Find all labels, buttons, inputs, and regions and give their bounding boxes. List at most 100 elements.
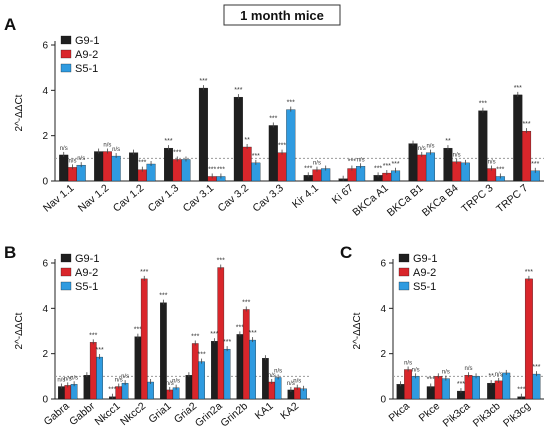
significance-label: ***	[236, 324, 244, 331]
significance-label: ***	[191, 333, 199, 340]
significance-label: n/s	[464, 366, 472, 372]
x-tick-label: Cav 3.2	[216, 182, 252, 215]
significance-label: ***	[532, 364, 540, 371]
bar	[478, 110, 488, 182]
significance-label: ***	[199, 78, 207, 85]
y-tick-label: 0	[42, 177, 48, 188]
y-tick-label: 6	[380, 259, 386, 270]
significance-label: **	[488, 373, 494, 380]
significance-label: ***	[198, 352, 206, 359]
bar	[472, 376, 480, 400]
bar	[242, 146, 252, 182]
significance-label: ***	[249, 330, 257, 337]
significance-label: n/s	[488, 160, 496, 166]
y-tick-label: 4	[42, 86, 48, 97]
significance-label: ***	[287, 100, 295, 107]
significance-label: ***	[391, 161, 399, 168]
y-tick-label: 4	[42, 304, 48, 315]
significance-label: ***	[164, 138, 172, 145]
bar	[164, 147, 174, 182]
significance-label: n/s	[115, 378, 123, 384]
significance-label: ***	[427, 377, 435, 384]
bar	[268, 125, 278, 182]
significance-label: ***	[517, 387, 525, 394]
significance-label: n/s	[274, 368, 282, 374]
legend-label: S5-1	[75, 281, 98, 293]
x-tick-label: Nkcc2	[118, 400, 148, 428]
bar	[274, 377, 282, 400]
significance-label: ***	[96, 347, 104, 354]
bar	[70, 384, 78, 400]
legend-label: A9-2	[75, 267, 98, 279]
bar	[356, 166, 366, 182]
legend-label: G9-1	[75, 253, 99, 265]
bar	[408, 143, 418, 182]
significance-label: n/s	[453, 153, 461, 159]
chart-panel-b: B2^-ΔΔCt0246n/sn/sn/sGabra******Gabbr***…	[4, 243, 310, 430]
legend-swatch	[398, 267, 410, 277]
legend-swatch	[60, 267, 72, 277]
bar	[277, 152, 287, 182]
x-tick-label: TRPC 3	[459, 182, 495, 215]
x-tick-label: Nkcc1	[93, 400, 123, 428]
bar	[411, 376, 420, 400]
x-tick-label: Cav 1.2	[111, 182, 147, 215]
bar	[286, 109, 296, 182]
significance-label: n/s	[60, 146, 68, 152]
bar	[268, 381, 276, 400]
significance-label: **	[244, 137, 250, 144]
significance-label: n/s	[412, 367, 420, 373]
legend-swatch	[60, 63, 72, 73]
panel-label: B	[4, 243, 16, 262]
x-tick-label: Kir 4.1	[290, 182, 321, 211]
significance-label: n/s	[121, 374, 129, 380]
bar	[396, 384, 405, 400]
significance-label: n/s	[313, 161, 321, 167]
x-tick-label: Pik3ca	[441, 400, 473, 430]
legend-swatch	[398, 253, 410, 263]
bar	[198, 361, 205, 400]
significance-label: ***	[479, 101, 487, 108]
bar	[242, 309, 250, 400]
legend-label: S5-1	[75, 63, 98, 75]
significance-label: n/s	[287, 381, 295, 387]
bar	[494, 380, 503, 400]
x-tick-label: Gria1	[146, 400, 174, 426]
significance-label: ***	[531, 161, 539, 168]
bar	[524, 278, 533, 400]
bar	[251, 162, 261, 182]
y-axis-label: 2^-ΔΔCt	[14, 312, 25, 349]
bar	[236, 334, 244, 400]
bar	[233, 96, 243, 182]
chart-panel-c: C2^-ΔΔCt0246n/sn/sPkca***n/sPkce***n/sPi…	[340, 243, 544, 430]
significance-label: n/s	[64, 376, 72, 382]
bar	[96, 356, 103, 400]
legend-label: A9-2	[75, 49, 98, 61]
bar	[185, 375, 193, 400]
significance-label: ***	[138, 160, 146, 167]
significance-label: ***	[525, 269, 533, 276]
bar	[404, 369, 413, 400]
y-axis-label: 2^-ΔΔCt	[352, 312, 363, 349]
legend-label: G9-1	[75, 35, 99, 47]
significance-label: ***	[496, 166, 504, 173]
significance-label: n/s	[77, 156, 85, 162]
bar	[522, 130, 532, 182]
significance-label: ***	[242, 299, 250, 306]
legend-swatch	[398, 281, 410, 291]
x-tick-label: BKCa A1	[350, 182, 390, 219]
legend-swatch	[60, 35, 72, 45]
y-tick-label: 2	[380, 349, 386, 360]
figure-title: 1 month mice	[240, 8, 324, 23]
x-tick-label: Pkca	[386, 400, 412, 424]
x-tick-label: Pik3cb	[471, 400, 503, 430]
bar	[67, 167, 77, 182]
x-tick-label: KA2	[278, 400, 301, 422]
significance-label: ***	[217, 258, 225, 265]
significance-label: ***	[108, 387, 116, 394]
bar	[121, 382, 129, 400]
bar	[211, 341, 218, 400]
bar	[417, 154, 427, 182]
bar	[460, 162, 470, 182]
significance-label: ***	[269, 115, 277, 122]
